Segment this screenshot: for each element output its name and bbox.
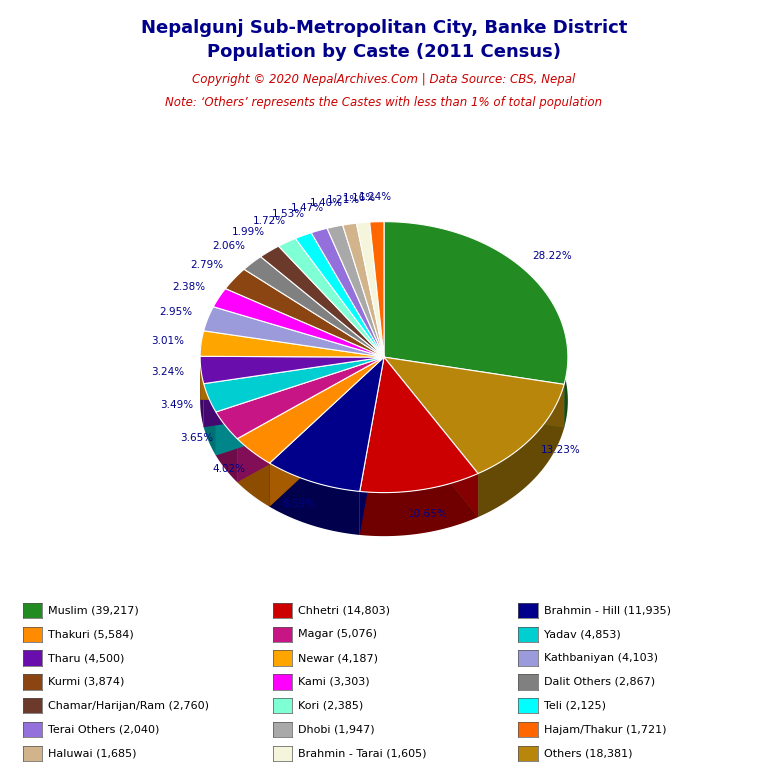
Text: 1.99%: 1.99% [232,227,265,237]
Text: Chhetri (14,803): Chhetri (14,803) [298,605,390,616]
Text: Copyright © 2020 NepalArchives.Com | Data Source: CBS, Nepal: Copyright © 2020 NepalArchives.Com | Dat… [192,73,576,86]
Polygon shape [244,257,384,357]
Text: Terai Others (2,040): Terai Others (2,040) [48,724,160,735]
Polygon shape [384,357,478,517]
Text: 3.65%: 3.65% [180,433,214,443]
Text: Yadav (4,853): Yadav (4,853) [544,629,621,640]
Polygon shape [200,356,384,384]
Text: Brahmin - Tarai (1,605): Brahmin - Tarai (1,605) [298,748,426,759]
Text: 13.23%: 13.23% [541,445,581,455]
Text: Dalit Others (2,867): Dalit Others (2,867) [544,677,655,687]
Text: Kori (2,385): Kori (2,385) [298,700,363,711]
Polygon shape [359,474,478,536]
Polygon shape [359,357,478,492]
Polygon shape [204,357,384,427]
Text: 1.47%: 1.47% [291,203,324,213]
Text: Thakuri (5,584): Thakuri (5,584) [48,629,134,640]
Polygon shape [311,228,384,357]
Polygon shape [270,463,359,535]
Text: 1.53%: 1.53% [272,209,305,219]
Polygon shape [204,357,384,412]
Polygon shape [478,384,564,517]
Text: Hajam/Thakur (1,721): Hajam/Thakur (1,721) [544,724,667,735]
Text: Haluwai (1,685): Haluwai (1,685) [48,748,137,759]
Polygon shape [216,412,237,482]
Polygon shape [327,225,384,357]
Polygon shape [564,338,568,428]
Text: Note: ‘Others’ represents the Castes with less than 1% of total population: Note: ‘Others’ represents the Castes wit… [165,96,603,109]
Polygon shape [200,331,384,357]
Polygon shape [384,222,568,384]
Polygon shape [384,357,564,428]
Text: 1.72%: 1.72% [253,217,286,227]
Polygon shape [356,222,384,357]
Polygon shape [359,357,384,535]
Text: 2.38%: 2.38% [173,282,206,292]
Polygon shape [384,357,478,517]
Text: Dhobi (1,947): Dhobi (1,947) [298,724,375,735]
Polygon shape [200,337,202,400]
Text: 3.49%: 3.49% [161,400,194,410]
Polygon shape [216,357,384,455]
Text: 4.02%: 4.02% [212,464,245,474]
Text: 1.21%: 1.21% [327,195,360,205]
Text: Magar (5,076): Magar (5,076) [298,629,377,640]
Polygon shape [343,223,384,357]
Polygon shape [384,357,564,474]
Text: 1.24%: 1.24% [359,192,392,203]
Text: Kurmi (3,874): Kurmi (3,874) [48,677,124,687]
Polygon shape [204,384,216,455]
Text: Others (18,381): Others (18,381) [544,748,632,759]
Polygon shape [237,357,384,463]
Text: 2.95%: 2.95% [160,306,193,316]
Polygon shape [270,357,384,492]
Polygon shape [216,357,384,439]
Text: Tharu (4,500): Tharu (4,500) [48,653,124,664]
Polygon shape [214,289,384,357]
Polygon shape [260,246,384,357]
Text: 3.24%: 3.24% [151,367,184,377]
Text: Muslim (39,217): Muslim (39,217) [48,605,139,616]
Text: Chamar/Harijan/Ram (2,760): Chamar/Harijan/Ram (2,760) [48,700,210,711]
Polygon shape [225,270,384,357]
Polygon shape [204,357,384,427]
Text: 28.22%: 28.22% [532,251,572,261]
Polygon shape [204,306,384,357]
Polygon shape [279,238,384,357]
Text: 10.65%: 10.65% [408,508,448,518]
Polygon shape [384,357,564,428]
Polygon shape [270,357,384,507]
Text: 1.16%: 1.16% [343,194,376,204]
Polygon shape [200,356,384,401]
Polygon shape [359,357,384,535]
Text: Kami (3,303): Kami (3,303) [298,677,369,687]
Text: Nepalgunj Sub-Metropolitan City, Banke District
Population by Caste (2011 Census: Nepalgunj Sub-Metropolitan City, Banke D… [141,19,627,61]
Polygon shape [237,439,270,507]
Text: 2.79%: 2.79% [190,260,223,270]
Polygon shape [369,222,384,357]
Polygon shape [270,357,384,507]
Text: Teli (2,125): Teli (2,125) [544,700,606,711]
Polygon shape [200,356,384,401]
Polygon shape [200,356,204,427]
Text: Kathbaniyan (4,103): Kathbaniyan (4,103) [544,653,657,664]
Text: 8.59%: 8.59% [283,499,316,509]
Polygon shape [237,357,384,482]
Text: Newar (4,187): Newar (4,187) [298,653,378,664]
Text: 3.01%: 3.01% [151,336,184,346]
Text: 2.06%: 2.06% [212,241,245,251]
Polygon shape [216,357,384,455]
Text: Brahmin - Hill (11,935): Brahmin - Hill (11,935) [544,605,670,616]
Text: 1.40%: 1.40% [310,198,343,208]
Polygon shape [237,357,384,482]
Polygon shape [296,233,384,357]
